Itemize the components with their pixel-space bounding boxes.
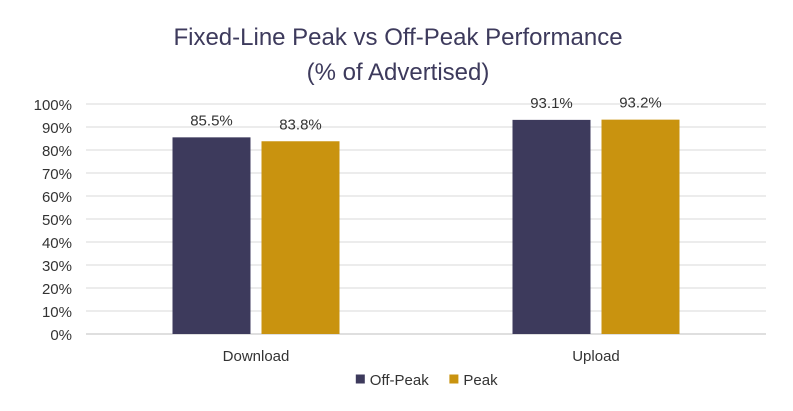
y-tick-label: 100% [34,97,72,114]
data-label: 93.2% [619,95,662,112]
bars [172,119,680,335]
chart-subtitle: (% of Advertised) [307,59,490,86]
data-labels: 85.5% 83.8% 93.1% 93.2% [190,95,662,134]
y-tick-label: 90% [42,120,72,137]
y-tick-label: 20% [42,281,72,298]
y-tick-label: 50% [42,212,72,229]
x-axis-ticks: Download Upload [223,348,620,365]
data-label: 85.5% [190,112,233,129]
y-tick-label: 60% [42,189,72,206]
bar [261,141,340,334]
y-tick-label: 40% [42,235,72,252]
y-tick-label: 70% [42,166,72,183]
y-tick-label: 30% [42,258,72,275]
y-tick-label: 0% [50,327,72,344]
bar [172,137,251,334]
y-tick-label: 80% [42,143,72,160]
legend-label: Off-Peak [370,372,429,389]
legend: Off-Peak Peak [355,372,498,389]
bar [601,119,680,334]
legend-swatch [449,374,459,384]
legend-label: Peak [463,372,498,389]
legend-swatch [355,374,365,384]
bar [512,119,591,335]
data-label: 83.8% [279,116,322,133]
y-tick-label: 10% [42,304,72,321]
y-axis-ticks: 0% 10% 20% 30% 40% 50% 60% 70% 80% 90% 100% [34,97,72,344]
chart-title: Fixed-Line Peak vs Off-Peak Performance [173,24,622,51]
data-label: 93.1% [530,95,573,112]
x-tick-label: Upload [572,348,620,365]
x-tick-label: Download [223,348,290,365]
